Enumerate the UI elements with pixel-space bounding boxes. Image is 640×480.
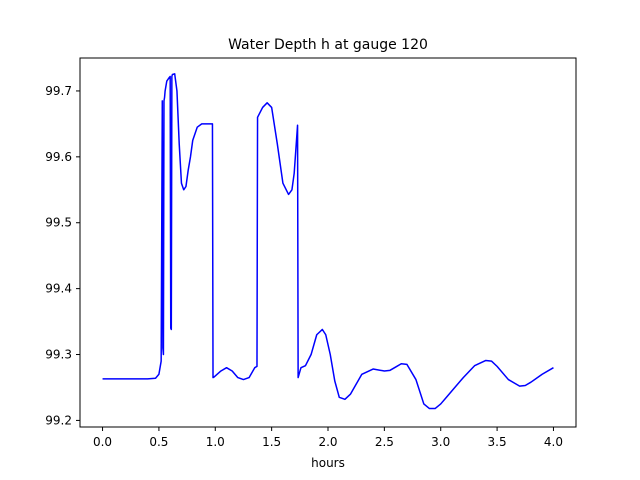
x-tick-label: 1.0: [206, 435, 225, 449]
x-axis-label: hours: [311, 456, 345, 470]
x-tick-label: 4.0: [544, 435, 563, 449]
y-tick-label: 99.3: [45, 348, 72, 362]
y-tick-label: 99.4: [45, 282, 72, 296]
x-tick-label: 1.5: [262, 435, 281, 449]
y-tick-label: 99.2: [45, 413, 72, 427]
axes-frame: [79, 57, 577, 428]
x-tick-label: 3.5: [488, 435, 507, 449]
x-tick-label: 2.5: [375, 435, 394, 449]
axis-ticks: 0.0 0.5 1.0 1.5 2.0 2.5 3.0 3.5 4.0 99.2 99.3 99.4 9…: [45, 84, 563, 449]
x-tick-label: 2.0: [318, 435, 337, 449]
chart-title: Water Depth h at gauge 120: [228, 37, 428, 53]
y-tick-label: 99.5: [45, 216, 72, 230]
plot-area: [102, 73, 554, 410]
y-tick-label: 99.7: [45, 84, 72, 98]
x-tick-label: 0.5: [149, 435, 168, 449]
y-tick-label: 99.6: [45, 150, 72, 164]
x-tick-label: 3.0: [431, 435, 450, 449]
series-line-0: [102, 73, 554, 410]
x-tick-label: 0.0: [93, 435, 112, 449]
